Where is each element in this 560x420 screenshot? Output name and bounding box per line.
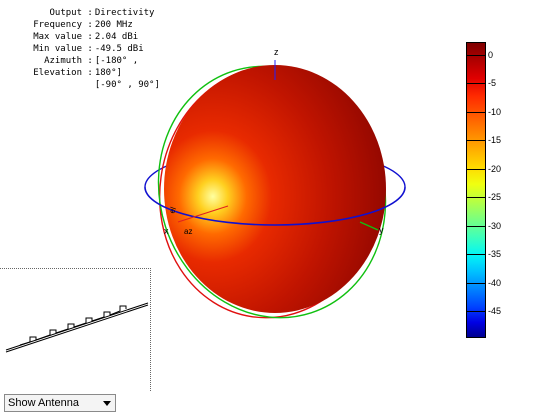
colorbar-tick-label: -15: [488, 135, 502, 146]
colorbar-tick-label: -30: [488, 220, 502, 231]
colorbar-tick-label: -20: [488, 163, 502, 174]
colorbar-tick: [467, 168, 485, 170]
info-key: Frequency: [33, 20, 82, 30]
colorbar-tick: [467, 83, 485, 85]
colorbar-tick-label: -35: [488, 249, 502, 260]
info-key: Max value: [33, 32, 82, 42]
antenna-preview-icon: [5, 302, 149, 353]
colorbar-tick: [467, 140, 485, 142]
info-value: 200 MHz: [94, 20, 133, 30]
colorbar-tick-label: -25: [488, 192, 502, 203]
colorbar-tick: [467, 225, 485, 227]
colorbar-tick-label: -5: [488, 78, 497, 89]
info-row: Frequency :200 MHz: [10, 19, 160, 31]
colorbar-tick: [467, 197, 485, 199]
x-axis-label: x: [164, 226, 169, 236]
colorbar-tick-label: -10: [488, 106, 502, 117]
colorbar-tick: [467, 54, 485, 56]
colorbar-tick: [467, 254, 485, 256]
info-separator: :: [82, 44, 93, 54]
directivity-pattern-surface[interactable]: [164, 65, 386, 313]
info-value: Directivity: [94, 8, 155, 18]
antenna-preview-panel: [0, 268, 151, 391]
azimuth-circle-front: [144, 186, 406, 226]
z-axis-label: z: [274, 47, 279, 57]
colorbar-tick-label: 0: [488, 49, 494, 60]
el-label: el: [167, 206, 178, 215]
y-axis-label: y: [379, 225, 384, 235]
info-row: Output : Directivity: [10, 7, 160, 19]
info-separator: :: [82, 56, 93, 66]
show-antenna-dropdown[interactable]: Show Antenna: [4, 394, 116, 412]
info-value: 2.04 dBi: [94, 32, 139, 42]
info-key: Azimuth: [44, 56, 82, 66]
info-value: [-90° , 90°]: [94, 80, 160, 90]
info-value: -49.5 dBi: [94, 44, 144, 54]
info-key: Min value: [33, 44, 82, 54]
info-value: [-180° ,: [94, 56, 139, 66]
chevron-down-icon: [103, 401, 111, 406]
info-separator: :: [82, 32, 93, 42]
show-antenna-dropdown-value: Show Antenna: [8, 397, 79, 409]
colorbar-tick: [467, 111, 485, 113]
info-row: Max value :2.04 dBi: [10, 31, 160, 43]
x-axis: [177, 205, 229, 223]
info-separator: :: [82, 68, 93, 78]
info-row: [-90° , 90°]: [10, 79, 160, 91]
info-value: 180°]: [94, 68, 122, 78]
info-panel: Output : Directivity Frequency :200 MHz Max…: [10, 7, 160, 91]
az-label: az: [184, 227, 192, 236]
colorbar-tick-label: -45: [488, 306, 502, 317]
info-row: Elevation :180°]: [10, 67, 160, 79]
info-separator: :: [82, 8, 93, 18]
info-row: Min value : -49.5 dBi: [10, 43, 160, 55]
colorbar-tick: [467, 282, 485, 284]
info-key: Output: [49, 8, 82, 18]
info-key: Elevation: [33, 68, 82, 78]
info-row: Azimuth : [-180° ,: [10, 55, 160, 67]
colorbar-tick-label: -40: [488, 277, 502, 288]
colorbar: [466, 42, 486, 338]
y-axis: [359, 221, 379, 231]
info-separator: :: [82, 20, 93, 30]
colorbar-tick: [467, 311, 485, 313]
